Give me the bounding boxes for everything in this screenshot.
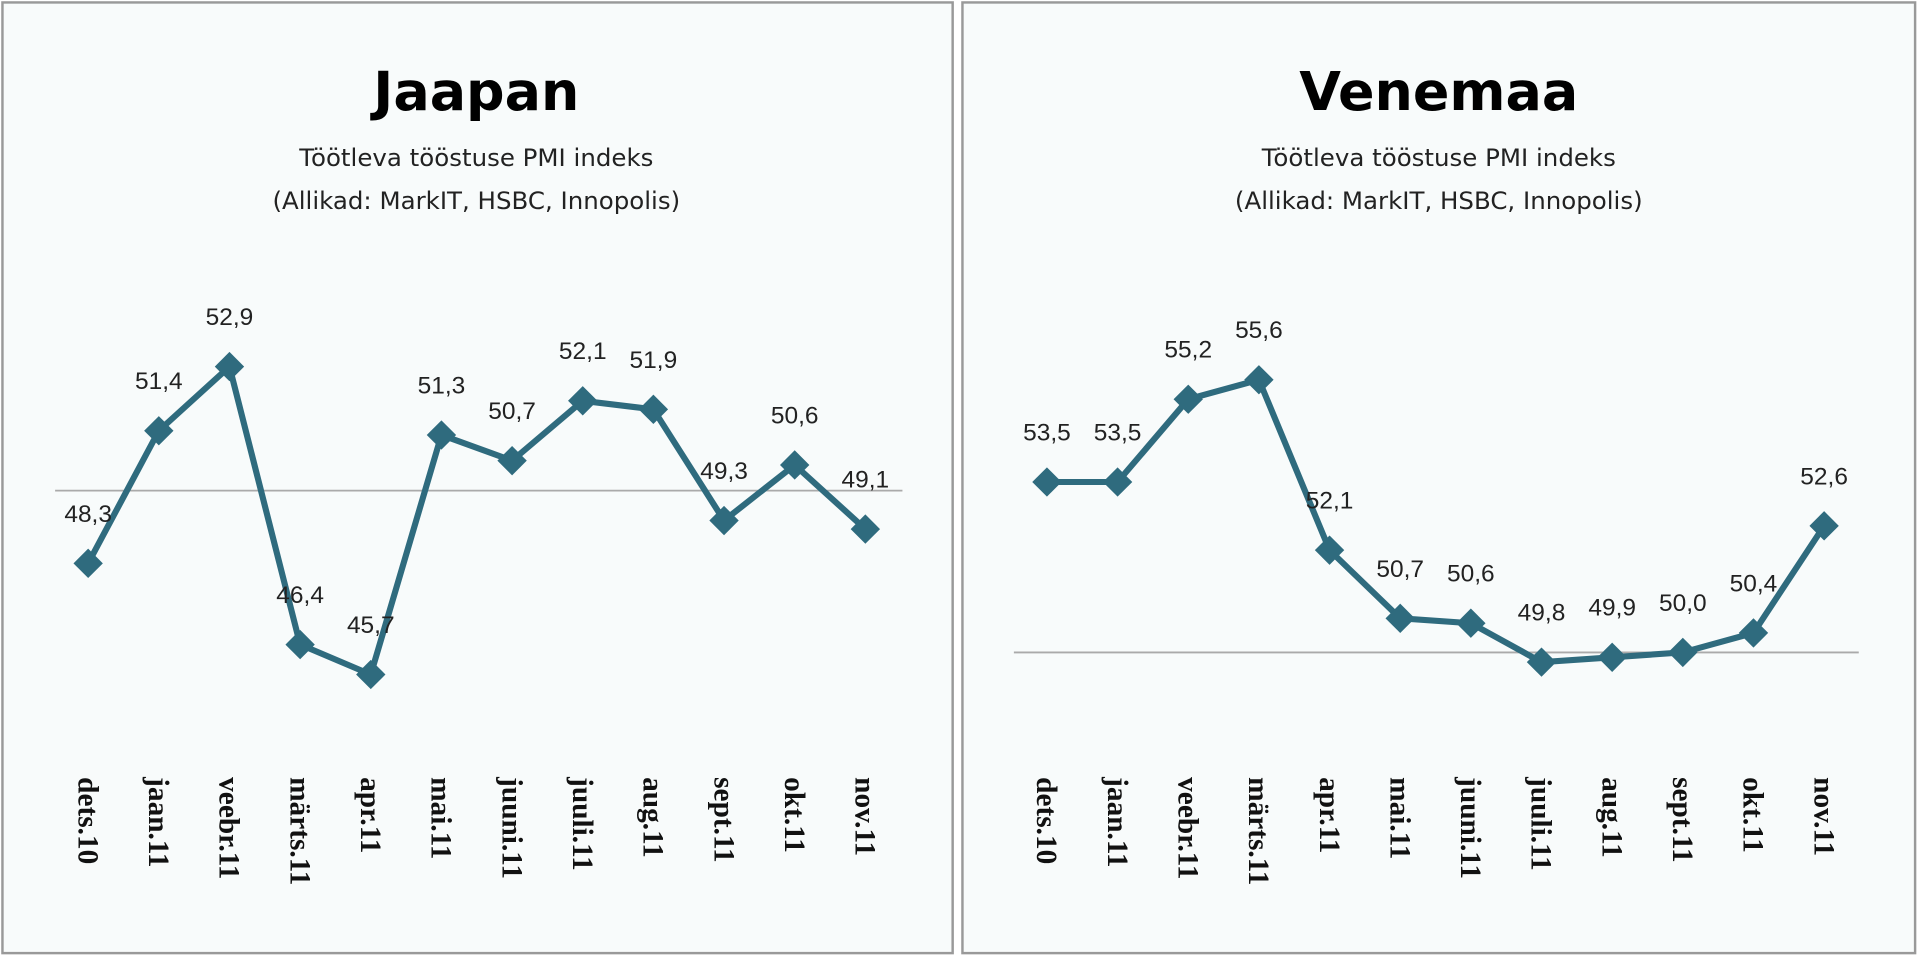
- x-tick-label: aug.11: [637, 777, 669, 858]
- point: [73, 548, 103, 578]
- x-tick-label: okt.11: [1737, 777, 1769, 853]
- x-tick-label: juuni.11: [495, 776, 527, 879]
- x-tick-label: jaan.11: [142, 776, 174, 867]
- line: [85, 360, 868, 679]
- x-tick-label: nov.11: [1807, 777, 1839, 856]
- value-label: 52,6: [1800, 463, 1848, 490]
- x-tick-label: dets.10: [71, 777, 103, 864]
- x-tick-label: aug.11: [1595, 777, 1627, 858]
- point: [144, 416, 174, 446]
- value-label: 50,6: [1447, 561, 1495, 588]
- x-tick-label: dets.10: [1030, 777, 1062, 864]
- x-tick-label: veebr.11: [213, 777, 245, 879]
- value-label: 51,9: [630, 347, 678, 374]
- value-label: 48,3: [64, 501, 112, 528]
- point: [568, 386, 598, 416]
- value-label: 49,3: [700, 458, 748, 485]
- x-tick-label: okt.11: [778, 777, 810, 853]
- x-tick-label: juuni.11: [1454, 776, 1486, 879]
- point: [1809, 511, 1839, 541]
- value-label: 55,6: [1235, 317, 1283, 344]
- x-tick-label: apr.11: [1313, 777, 1345, 853]
- x-tick-label: juuli.11: [566, 776, 598, 871]
- value-label: 50,7: [1376, 556, 1424, 583]
- value-label: 52,1: [1306, 488, 1354, 515]
- value-label: 46,4: [276, 582, 324, 609]
- value-label: 52,1: [559, 338, 607, 365]
- value-label: 50,7: [488, 398, 536, 425]
- x-tick-label: apr.11: [354, 777, 386, 853]
- chart-title: Venemaa: [1299, 60, 1578, 123]
- point: [1738, 618, 1769, 648]
- x-tick-label: märts.11: [1242, 777, 1274, 885]
- x-tick-label: juuli.11: [1525, 776, 1557, 871]
- value-label: 49,8: [1518, 600, 1566, 627]
- point: [214, 351, 245, 382]
- value-label: 50,0: [1659, 590, 1707, 617]
- point: [709, 505, 739, 536]
- line: [1046, 376, 1827, 666]
- value-label: 55,2: [1164, 337, 1212, 364]
- chart-note: (Allikad: MarkIT, HSBC, Innopolis): [272, 186, 680, 215]
- x-tick-label: mai.11: [1383, 777, 1415, 859]
- x-tick-label: veebr.11: [1171, 777, 1203, 879]
- value-label: 50,4: [1730, 570, 1778, 597]
- x-tick-label: märts.11: [283, 777, 315, 885]
- x-tick-label: sept.11: [1666, 777, 1698, 863]
- value-label: 51,3: [418, 372, 466, 399]
- chart-title: Jaapan: [369, 60, 579, 123]
- value-label: 51,4: [135, 368, 183, 395]
- x-tick-label: sept.11: [707, 777, 739, 863]
- value-label: 49,1: [842, 467, 890, 494]
- point: [1597, 642, 1627, 672]
- value-label: 53,5: [1094, 419, 1142, 446]
- value-label: 52,9: [206, 304, 254, 331]
- chart-subtitle: Töötleva tööstuse PMI indeks: [298, 143, 653, 172]
- point: [285, 629, 315, 660]
- point: [1314, 535, 1345, 565]
- value-label: 49,9: [1588, 595, 1636, 622]
- x-tick-label: mai.11: [425, 777, 457, 859]
- value-label: 45,7: [347, 612, 395, 639]
- point: [638, 394, 669, 425]
- point: [1385, 603, 1415, 633]
- x-tick-label: jaan.11: [1101, 776, 1133, 867]
- chart-subtitle: Töötleva tööstuse PMI indeks: [1261, 143, 1616, 172]
- chart-note: (Allikad: MarkIT, HSBC, Innopolis): [1235, 186, 1643, 215]
- value-label: 53,5: [1023, 419, 1071, 446]
- point: [780, 450, 810, 480]
- x-tick-label: nov.11: [849, 777, 881, 856]
- point: [1244, 365, 1274, 395]
- value-label: 50,6: [771, 402, 819, 429]
